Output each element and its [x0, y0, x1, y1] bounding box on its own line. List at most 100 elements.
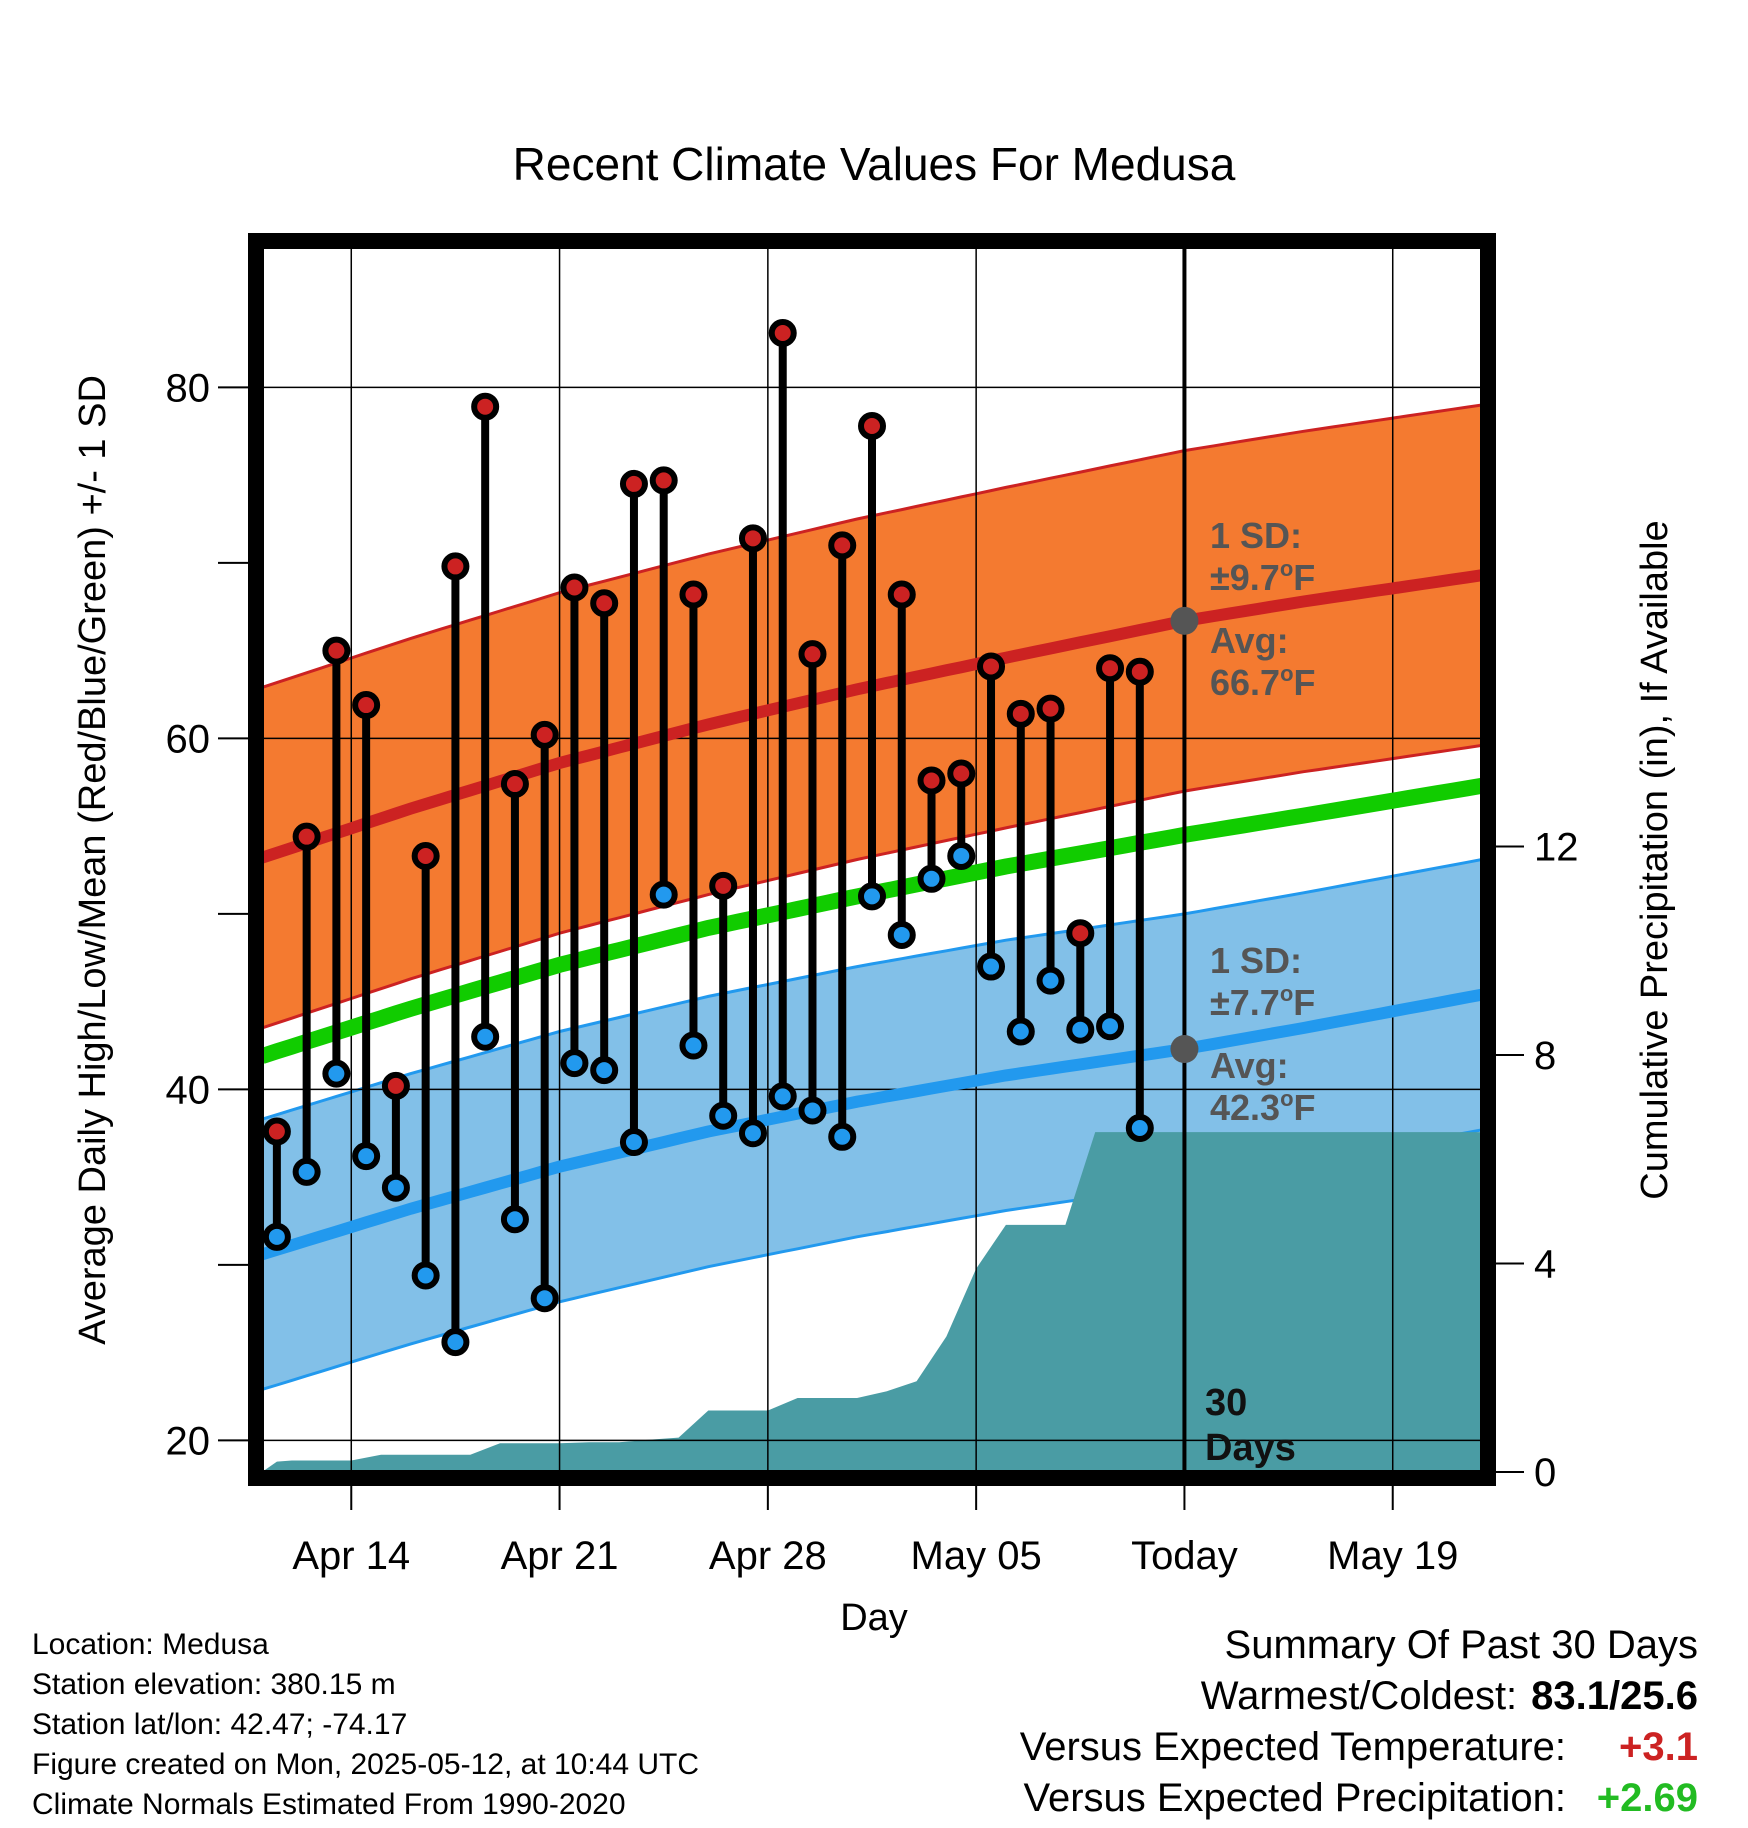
high-sd-label: 1 SD:	[1210, 515, 1302, 556]
low-sd-value: ±7.7oF	[1210, 981, 1315, 1023]
daily-high-point	[411, 841, 440, 870]
daily-high-point	[500, 770, 529, 799]
daily-high-point	[262, 1117, 291, 1146]
daily-high-point	[947, 759, 976, 788]
daily-low-point	[292, 1157, 321, 1186]
daily-low-point	[441, 1328, 470, 1357]
low-sd-band	[262, 859, 1482, 1390]
daily-low-point	[262, 1222, 291, 1251]
daily-low-point	[411, 1261, 440, 1290]
daily-low-point	[530, 1284, 559, 1313]
low-avg-value: 42.3oF	[1210, 1086, 1316, 1128]
daily-low-point	[352, 1142, 381, 1171]
daily-low-point	[858, 882, 886, 911]
precip-value: +2.69	[1596, 1776, 1698, 1820]
chart-title: Recent Climate Values For Medusa	[513, 138, 1236, 190]
daily-high-point	[441, 552, 470, 581]
daily-high-point	[649, 466, 678, 495]
daily-high-point	[322, 636, 351, 665]
days-count: 30	[1205, 1382, 1247, 1424]
daily-low-point	[322, 1059, 351, 1088]
created-text: Figure created on Mon, 2025-05-12, at 10…	[32, 1748, 700, 1781]
daily-high-point	[917, 766, 946, 795]
days-annotation: 30 Days	[1205, 1382, 1296, 1469]
today-normal-high-marker	[1170, 606, 1199, 635]
plot-frame	[248, 233, 1496, 1486]
daily-low-point	[649, 880, 678, 909]
high-normal-annotation: 1 SD: ±9.7oF Avg: 66.7oF	[1210, 515, 1316, 703]
daily-low-point	[798, 1096, 827, 1125]
daily-high-point	[1036, 694, 1065, 723]
daily-high-point	[798, 640, 827, 669]
summary-warm-cold: Warmest/Coldest: 83.1/25.6	[1020, 1671, 1698, 1722]
today-normal-low-marker	[1170, 1035, 1199, 1064]
y-tick-label: 20	[166, 1419, 211, 1463]
daily-high-point	[679, 580, 708, 609]
x-tick-label: Apr 28	[709, 1534, 827, 1578]
daily-high-point	[858, 412, 886, 441]
daily-high-point	[768, 318, 797, 347]
x-tick-label: Apr 14	[292, 1534, 410, 1578]
summary-temp: Versus Expected Temperature: +3.1	[1020, 1722, 1698, 1773]
daily-low-point	[917, 864, 946, 893]
low-sd-upper-edge	[262, 858, 1482, 1121]
x-tick-label: Apr 21	[501, 1534, 619, 1578]
daily-low-point	[590, 1056, 619, 1085]
summary-precip: Versus Expected Precipitation: +2.69	[1020, 1773, 1698, 1824]
daily-high-point	[352, 691, 381, 720]
days-word: Days	[1205, 1427, 1296, 1469]
x-tick-label: May 05	[911, 1534, 1042, 1578]
daily-low-point	[500, 1205, 529, 1234]
daily-low-point	[471, 1022, 500, 1051]
daily-low-point	[679, 1031, 708, 1060]
daily-high-point	[619, 469, 648, 498]
y-tick-label: 40	[166, 1068, 211, 1112]
latlon-text: Station lat/lon: 42.47; -74.17	[32, 1708, 408, 1741]
normals-text: Climate Normals Estimated From 1990-2020	[32, 1788, 626, 1821]
daily-high-point	[828, 531, 857, 560]
precip-label: Versus Expected Precipitation:	[1023, 1776, 1566, 1820]
daily-high-point	[560, 573, 589, 602]
daily-low-point	[619, 1128, 648, 1157]
summary-panel: Summary Of Past 30 Days Warmest/Coldest:…	[1020, 1620, 1698, 1824]
daily-high-point	[471, 392, 500, 421]
station-info: Location: Medusa Station elevation: 380.…	[32, 1625, 699, 1825]
daily-low-point	[1066, 1015, 1095, 1044]
high-avg-value: 66.7oF	[1210, 661, 1316, 703]
daily-high-point	[709, 871, 738, 900]
warm-cold-label: Warmest/Coldest:	[1200, 1674, 1518, 1718]
x-axis-label: Day	[840, 1597, 908, 1639]
daily-low-point	[1006, 1017, 1035, 1046]
location-text: Location: Medusa	[32, 1628, 269, 1661]
y-tick-label: 60	[166, 717, 211, 761]
daily-high-point	[1066, 919, 1095, 948]
daily-high-point	[1006, 699, 1035, 728]
low-sd-label: 1 SD:	[1210, 940, 1302, 981]
daily-low-point	[887, 920, 916, 949]
daily-low-point	[1036, 966, 1065, 995]
daily-high-point	[887, 580, 916, 609]
low-avg-label: Avg:	[1210, 1045, 1289, 1086]
normal-low-line	[262, 988, 1482, 1261]
y2-tick-label: 0	[1534, 1451, 1556, 1495]
daily-low-point	[560, 1049, 589, 1078]
daily-high-point	[1096, 654, 1125, 683]
daily-high-point	[292, 822, 321, 851]
daily-high-point	[530, 720, 559, 749]
daily-low-point	[768, 1082, 797, 1111]
daily-high-point	[977, 652, 1006, 681]
x-tick-label: Today	[1131, 1534, 1238, 1578]
plot-area	[262, 247, 1482, 1472]
summary-heading: Summary Of Past 30 Days	[1224, 1623, 1698, 1667]
daily-high-point	[590, 589, 619, 618]
y-axis-label: Average Daily High/Low/Mean (Red/Blue/Gr…	[72, 375, 114, 1345]
y2-tick-label: 4	[1534, 1242, 1556, 1286]
daily-low-point	[977, 952, 1006, 981]
y-tick-label: 80	[166, 366, 211, 410]
low-normal-annotation: 1 SD: ±7.7oF Avg: 42.3oF	[1210, 940, 1316, 1128]
high-avg-label: Avg:	[1210, 620, 1289, 661]
temp-label: Versus Expected Temperature:	[1019, 1725, 1566, 1769]
x-tick-label: May 19	[1327, 1534, 1458, 1578]
warm-cold-value: 83.1/25.6	[1531, 1674, 1698, 1718]
